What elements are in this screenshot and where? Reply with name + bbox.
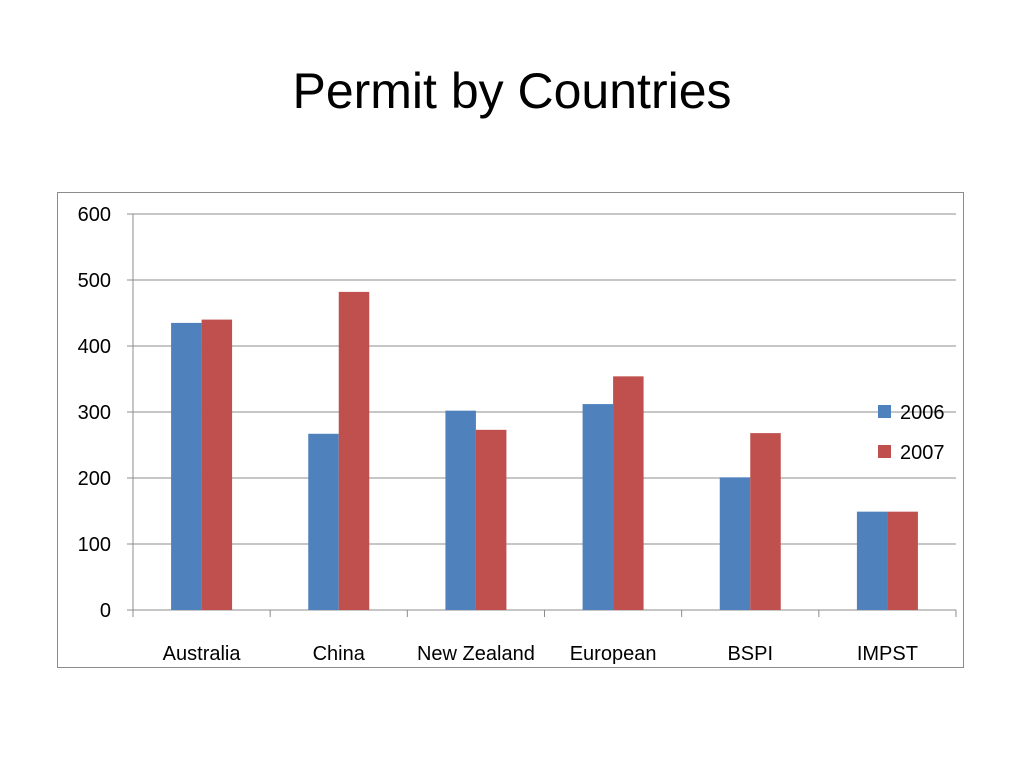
bars <box>171 291 918 610</box>
chart-frame <box>57 192 964 668</box>
legend-swatch <box>878 405 891 418</box>
y-tick-label: 100 <box>78 534 111 556</box>
x-category-label: New Zealand <box>417 643 535 665</box>
gridlines <box>133 213 956 545</box>
y-tick-label: 500 <box>78 270 111 292</box>
y-tick-label: 300 <box>78 402 111 424</box>
bar-2007-impst <box>887 511 918 610</box>
y-tick-label: 600 <box>78 204 111 226</box>
bar-2007-new-zealand <box>475 429 507 610</box>
slide-title: Permit by Countries <box>292 63 732 119</box>
x-category-label: China <box>313 643 366 665</box>
y-tick-label: 0 <box>100 600 111 622</box>
axes <box>127 213 957 617</box>
bar-2006-bspi <box>719 477 751 610</box>
bar-2006-australia <box>171 322 202 610</box>
axis-labels: 0 100 200 300 400 500 600 Australia China New Zea… <box>78 204 918 665</box>
legend-label: 2006 <box>900 402 945 424</box>
bar-2007-china <box>338 291 370 610</box>
x-category-label: IMPST <box>857 643 918 665</box>
bar-2006-european <box>582 404 614 610</box>
bar-2007-european <box>613 376 644 610</box>
bar-2006-new-zealand <box>445 410 476 610</box>
y-tick-label: 400 <box>78 336 111 358</box>
y-tick-label: 200 <box>78 468 111 490</box>
x-category-label: European <box>570 643 657 665</box>
x-category-label: BSPI <box>727 643 773 665</box>
bar-2007-bspi <box>750 433 781 610</box>
bar-2006-china <box>308 433 339 610</box>
legend-label: 2007 <box>900 442 945 464</box>
legend-swatch <box>878 445 891 458</box>
bar-2007-australia <box>201 319 233 610</box>
bar-2006-impst <box>856 511 888 610</box>
x-category-label: Australia <box>163 643 242 665</box>
legend: 2006 2007 <box>878 402 945 464</box>
